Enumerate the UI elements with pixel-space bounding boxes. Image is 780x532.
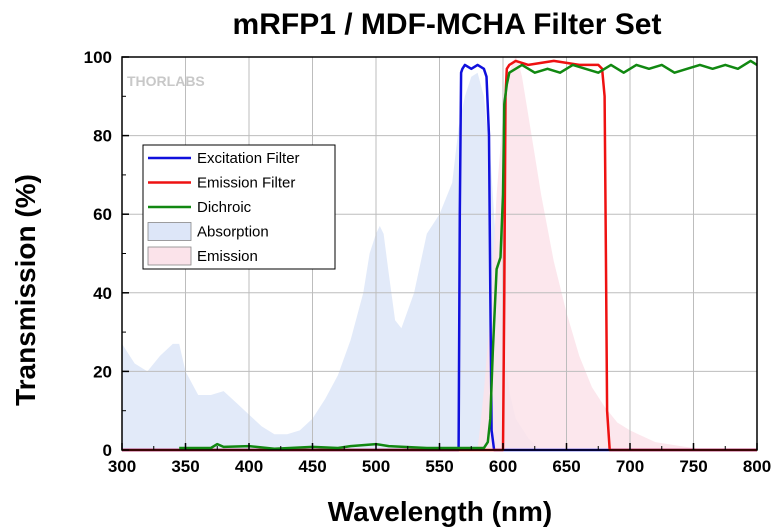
x-tick-label-800: 800 (743, 457, 771, 476)
y-tick-label-0: 0 (103, 441, 112, 460)
chart-title: mRFP1 / MDF-MCHA Filter Set (233, 8, 662, 41)
x-axis-label: Wavelength (nm) (328, 496, 553, 527)
x-tick-label-500: 500 (362, 457, 390, 476)
x-tick-label-600: 600 (489, 457, 517, 476)
area-absorption (122, 72, 542, 450)
x-tick-label-450: 450 (298, 457, 326, 476)
area-emission (477, 57, 707, 450)
legend-swatch-emission (147, 246, 192, 266)
x-tick-label-750: 750 (679, 457, 707, 476)
y-tick-label-20: 20 (93, 362, 112, 381)
y-tick-label-100: 100 (84, 48, 112, 67)
grid-lines (122, 57, 757, 450)
y-axis-label: Transmission (%) (10, 174, 41, 406)
x-tick-label-350: 350 (171, 457, 199, 476)
axis-ticks: 300 350 400 450 500 550 600 650 700 750 800 0 20 40 60… (84, 48, 772, 476)
x-tick-label-700: 700 (616, 457, 644, 476)
area-series-group (122, 57, 707, 450)
x-tick-label-300: 300 (108, 457, 136, 476)
legend-swatch-absorption (147, 222, 192, 241)
y-tick-label-60: 60 (93, 205, 112, 224)
legend-label-absorption: Absorption (197, 224, 269, 241)
legend-label-emission: Emission (197, 248, 258, 265)
line-series-group (122, 59, 758, 452)
line-emission-filter (122, 59, 757, 452)
x-tick-label-550: 550 (425, 457, 453, 476)
thorlabs-watermark: THORLABS (127, 73, 205, 89)
legend-label-excitation-filter: Excitation Filter (197, 150, 300, 167)
legend-label-dichroic: Dichroic (197, 199, 252, 216)
y-tick-label-40: 40 (93, 284, 112, 303)
legend: Excitation Filter Emission Filter Dichroic… (142, 144, 336, 270)
legend-label-emission-filter: Emission Filter (197, 175, 295, 192)
x-tick-label-650: 650 (552, 457, 580, 476)
x-tick-label-400: 400 (235, 457, 263, 476)
y-tick-label-80: 80 (93, 127, 112, 146)
line-dichroic (179, 59, 758, 451)
